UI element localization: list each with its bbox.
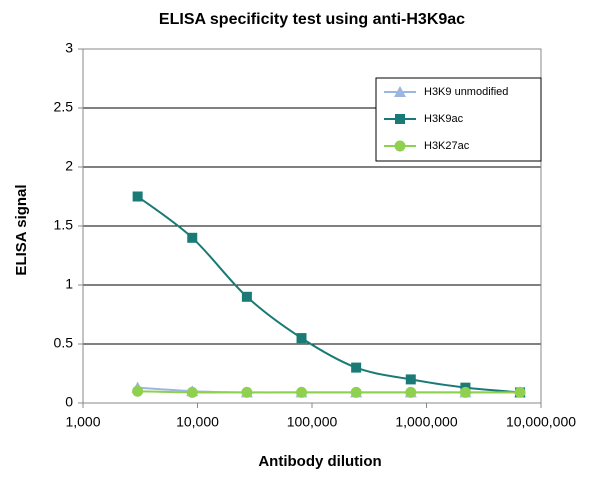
x-tick-label: 1,000 xyxy=(65,414,100,430)
marker xyxy=(132,385,144,397)
y-tick-label: 0.5 xyxy=(54,335,74,351)
marker xyxy=(395,114,405,124)
marker xyxy=(514,386,526,398)
marker xyxy=(186,386,198,398)
y-tick-label: 0 xyxy=(65,394,73,410)
legend-label: H3K9 unmodified xyxy=(424,86,508,98)
y-axis-label: ELISA signal xyxy=(13,184,30,275)
x-axis-label: Antibody dilution xyxy=(258,453,381,470)
x-tick-label: 10,000 xyxy=(176,414,219,430)
y-tick-label: 2 xyxy=(65,158,73,174)
marker xyxy=(394,140,406,152)
x-tick-label: 1,000,000 xyxy=(395,414,457,430)
marker xyxy=(296,386,308,398)
marker xyxy=(394,86,406,97)
x-tick-label: 100,000 xyxy=(287,414,338,430)
marker xyxy=(187,232,198,243)
marker xyxy=(241,386,253,398)
y-tick-label: 1 xyxy=(65,276,73,292)
x-tick-label: 10,000,000 xyxy=(506,414,576,430)
y-tick-label: 1.5 xyxy=(54,217,74,233)
y-tick-label: 2.5 xyxy=(54,99,74,115)
marker xyxy=(350,386,362,398)
marker xyxy=(296,333,307,344)
marker xyxy=(351,362,362,373)
marker xyxy=(132,191,143,202)
y-tick-label: 3 xyxy=(65,40,73,56)
marker xyxy=(459,386,471,398)
chart-title: ELISA specificity test using anti-H3K9ac xyxy=(159,11,465,28)
marker xyxy=(405,386,417,398)
marker xyxy=(405,374,416,385)
legend-label: H3K27ac xyxy=(424,140,470,152)
legend-label: H3K9ac xyxy=(424,113,464,125)
marker xyxy=(241,291,252,302)
